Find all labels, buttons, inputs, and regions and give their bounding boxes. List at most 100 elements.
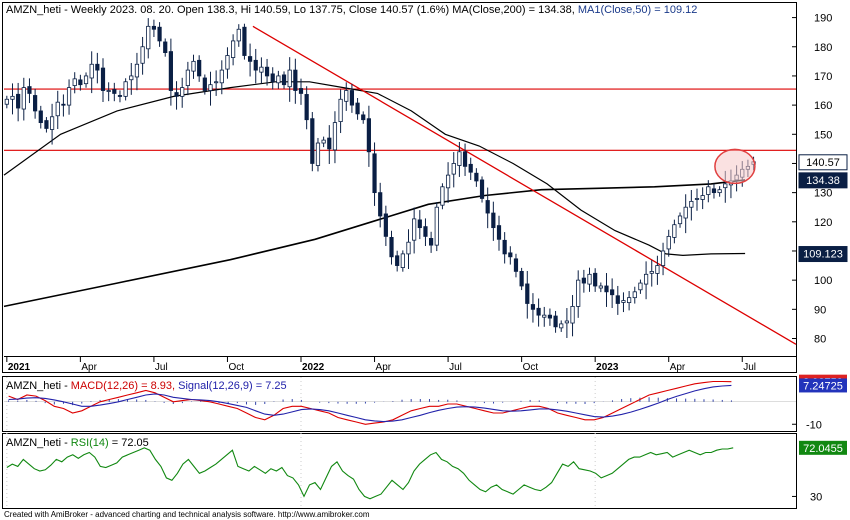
candle-body bbox=[338, 98, 343, 122]
x-tick-label: Oct bbox=[523, 362, 539, 373]
candle-body bbox=[310, 118, 315, 164]
rsi-header: AMZN_heti - RSI(14) = 72.05 bbox=[6, 437, 149, 449]
candle-body bbox=[660, 250, 666, 266]
price-header-prefix: AMZN_heti - Weekly 2023. 08. 20. Open 13… bbox=[6, 4, 452, 16]
candle-body bbox=[559, 323, 564, 329]
price-value-badge-text: 134.38 bbox=[806, 175, 840, 187]
rsi-badges: 72.0455 bbox=[799, 440, 847, 455]
candle-body bbox=[66, 87, 72, 106]
macd-header-prefix: AMZN_heti - bbox=[6, 380, 71, 392]
candle-body bbox=[315, 142, 321, 166]
candle-body bbox=[202, 77, 207, 91]
macd-badges: 8.927597.24725 bbox=[799, 374, 847, 393]
candle-body bbox=[157, 26, 162, 42]
candle-body bbox=[525, 283, 530, 304]
price-header: AMZN_heti - Weekly 2023. 08. 20. Open 13… bbox=[6, 4, 697, 16]
x-tick-label: Apr bbox=[81, 362, 97, 373]
candle-body bbox=[214, 81, 219, 84]
price-value-badge-text: 140.57 bbox=[806, 157, 840, 169]
candle-body bbox=[33, 95, 38, 112]
candle-body bbox=[78, 79, 83, 86]
candle-body bbox=[247, 56, 253, 62]
candle-body bbox=[140, 46, 145, 64]
candle-body bbox=[649, 270, 654, 274]
candle-body bbox=[593, 272, 598, 287]
candle-body bbox=[259, 66, 264, 73]
candle-body bbox=[542, 314, 547, 318]
candle-body bbox=[587, 273, 592, 285]
rsi-y-axis: 30 bbox=[792, 491, 822, 503]
candle-body bbox=[406, 241, 411, 255]
candle-body bbox=[344, 90, 349, 102]
candle-body bbox=[400, 253, 405, 269]
macd-series-line bbox=[8, 384, 732, 423]
candle-body bbox=[445, 174, 451, 189]
price-value-badge bbox=[798, 154, 848, 171]
candle-body bbox=[700, 195, 705, 200]
candle-body bbox=[683, 206, 688, 219]
candle-body bbox=[440, 186, 445, 206]
candle-body bbox=[723, 183, 728, 189]
candle-body bbox=[434, 206, 439, 246]
candle-body bbox=[643, 273, 649, 285]
candle-body bbox=[417, 219, 422, 229]
macd-value-badge bbox=[799, 378, 847, 393]
candle-body bbox=[349, 90, 355, 106]
price-y-tick-label: 190 bbox=[814, 13, 832, 25]
candle-body bbox=[474, 172, 479, 182]
x-tick-label: Jul bbox=[155, 362, 168, 373]
x-tick-label: Oct bbox=[228, 362, 244, 373]
candle-body bbox=[208, 84, 213, 91]
candle-body bbox=[72, 78, 77, 86]
candle-body bbox=[112, 89, 117, 94]
candle-body bbox=[146, 25, 151, 50]
candle-body bbox=[451, 163, 456, 175]
rsi-line bbox=[6, 447, 734, 500]
x-tick-label: Apr bbox=[670, 362, 686, 373]
candle-body bbox=[536, 307, 541, 316]
candle-body bbox=[508, 252, 513, 258]
candle-body bbox=[321, 139, 326, 144]
candle-body bbox=[570, 306, 575, 324]
candle-body bbox=[253, 59, 258, 71]
candle-body bbox=[219, 69, 224, 84]
candle-body bbox=[185, 69, 190, 86]
candle-body bbox=[61, 103, 66, 106]
candle-body bbox=[163, 41, 168, 53]
candle-body bbox=[655, 265, 660, 274]
candle-body bbox=[332, 122, 338, 151]
price-header-ma50: MA1(Close,50) = 109.12 bbox=[578, 4, 698, 16]
candle-body bbox=[479, 179, 485, 199]
candle-body bbox=[168, 51, 173, 91]
trend-line bbox=[252, 25, 797, 345]
candle-body bbox=[174, 92, 179, 97]
macd-y-tick-label: -10 bbox=[806, 419, 822, 431]
candle-body bbox=[485, 200, 490, 214]
candle-body bbox=[276, 75, 281, 84]
price-y-tick-label: 160 bbox=[814, 100, 832, 112]
price-header-ma200: MA(Close,200) = 134.38, bbox=[452, 4, 578, 16]
candle-body bbox=[423, 226, 428, 237]
candle-body bbox=[123, 81, 128, 97]
candle-body bbox=[491, 212, 496, 229]
candle-body bbox=[197, 59, 202, 77]
x-tick-label: 2021 bbox=[8, 362, 31, 373]
x-tick-label: 2022 bbox=[302, 362, 325, 373]
macd-value-badge-text: 7.24725 bbox=[803, 380, 843, 392]
candle-body bbox=[553, 315, 558, 328]
candle-body bbox=[378, 192, 383, 217]
candle-body bbox=[225, 55, 230, 70]
candle-body bbox=[231, 40, 236, 58]
candle-body bbox=[106, 90, 111, 92]
footer-credit: Created with AmiBroker - advanced charti… bbox=[4, 510, 370, 519]
candle-body bbox=[361, 114, 366, 121]
candle-body bbox=[264, 66, 270, 77]
candle-body bbox=[627, 297, 632, 304]
price-y-tick-label: 170 bbox=[814, 71, 832, 83]
candle-body bbox=[304, 94, 309, 121]
x-tick-label: Jul bbox=[449, 362, 462, 373]
candle-body bbox=[576, 279, 581, 307]
candle-body bbox=[83, 75, 89, 85]
candle-body bbox=[236, 28, 241, 42]
